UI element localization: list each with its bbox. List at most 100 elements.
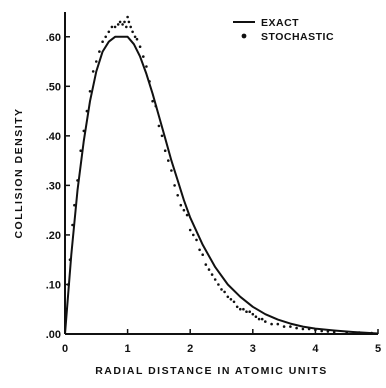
stochastic-point: [245, 310, 248, 314]
stochastic-point: [145, 65, 148, 68]
stochastic-point: [307, 327, 311, 331]
series-line-exact: [64, 35, 379, 335]
stochastic-point: [232, 300, 236, 304]
x-tick-label: 4: [312, 343, 319, 355]
stochastic-point: [107, 30, 111, 34]
stochastic-point: [226, 295, 230, 299]
stochastic-point: [251, 312, 255, 316]
stochastic-point: [217, 283, 220, 286]
stochastic-point: [129, 25, 132, 29]
stochastic-point: [95, 60, 98, 63]
stochastic-point: [229, 298, 233, 301]
stochastic-point: [301, 327, 305, 331]
stochastic-point: [163, 149, 167, 152]
stochastic-point: [188, 228, 192, 232]
stochastic-point: [357, 331, 361, 334]
x-tick-label: 1: [125, 343, 131, 355]
stochastic-point: [213, 278, 217, 281]
stochastic-point: [295, 326, 298, 330]
stochastic-point: [151, 99, 154, 103]
stochastic-point: [127, 20, 131, 24]
y-tick-label: .60: [46, 32, 61, 44]
y-tick-label: .10: [46, 279, 61, 291]
stochastic-point: [85, 109, 89, 113]
stochastic-point: [370, 331, 374, 335]
stochastic-point: [210, 273, 214, 276]
stochastic-point: [133, 35, 137, 39]
stochastic-point: [320, 329, 324, 333]
stochastic-point: [257, 317, 261, 321]
stochastic-point: [91, 70, 95, 73]
stochastic-point: [270, 322, 273, 326]
stochastic-point: [264, 320, 267, 323]
stochastic-point: [314, 328, 317, 332]
x-ticks: 0 1 2 3 4 5: [62, 329, 381, 355]
stochastic-point: [125, 25, 128, 29]
stochastic-point: [201, 253, 204, 256]
stochastic-point: [260, 317, 264, 321]
y-tick-label: .40: [46, 131, 61, 143]
stochastic-point: [170, 169, 173, 172]
stochastic-point: [142, 55, 145, 58]
stochastic-point: [157, 124, 161, 128]
stochastic-point: [179, 203, 183, 207]
stochastic-point: [135, 37, 139, 41]
stochastic-point: [65, 307, 68, 311]
stochastic-point: [121, 23, 124, 26]
y-tick-label: .00: [46, 329, 61, 341]
stochastic-point: [160, 134, 164, 138]
stochastic-point: [126, 15, 129, 19]
stochastic-point: [198, 248, 201, 252]
x-tick-label: 3: [250, 343, 256, 355]
stochastic-point: [204, 263, 208, 266]
x-tick-label: 5: [375, 343, 381, 355]
stochastic-point: [220, 288, 223, 291]
legend-label: STOCHASTIC: [261, 31, 334, 43]
y-axis-title: COLLISION DENSITY: [13, 107, 25, 238]
x-tick-label: 0: [62, 343, 68, 355]
stochastic-point: [182, 208, 186, 212]
stochastic-point: [76, 179, 79, 182]
stochastic-point: [101, 40, 104, 43]
stochastic-point: [326, 330, 330, 333]
stochastic-point: [195, 238, 198, 242]
stochastic-point: [131, 30, 134, 34]
stochastic-point: [123, 20, 126, 24]
stochastic-point: [239, 307, 242, 311]
stochastic-point: [332, 330, 336, 334]
stochastic-point: [176, 194, 179, 197]
stochastic-point: [110, 25, 114, 29]
stochastic-point: [118, 20, 122, 24]
stochastic-point: [289, 325, 292, 328]
stochastic-point: [185, 213, 189, 217]
stochastic-point: [66, 283, 70, 286]
y-tick-label: .30: [46, 180, 61, 192]
legend-label: EXACT: [261, 17, 299, 29]
stochastic-point: [98, 50, 101, 53]
stochastic-point: [207, 268, 211, 271]
y-tick-label: .50: [46, 81, 61, 93]
stochastic-point: [73, 203, 76, 207]
stochastic-point: [104, 35, 107, 39]
axes: [64, 12, 378, 335]
stochastic-point: [167, 159, 170, 162]
stochastic-point: [276, 322, 280, 326]
legend: EXACT STOCHASTIC: [233, 17, 334, 43]
stochastic-point: [116, 23, 120, 26]
stochastic-point: [192, 233, 195, 237]
stochastic-point: [223, 290, 226, 294]
x-axis-title: RADIAL DISTANCE IN ATOMIC UNITS: [95, 365, 328, 377]
stochastic-point: [248, 310, 251, 314]
stochastic-point: [154, 104, 158, 108]
stochastic-point: [79, 149, 82, 152]
x-tick-label: 2: [187, 343, 193, 355]
stochastic-point: [82, 129, 86, 133]
stochastic-point: [173, 184, 176, 187]
legend-dot-swatch: [241, 33, 247, 39]
y-tick-label: .20: [46, 230, 61, 242]
stochastic-point: [242, 307, 245, 311]
stochastic-point: [68, 258, 72, 262]
stochastic-point: [138, 45, 142, 48]
